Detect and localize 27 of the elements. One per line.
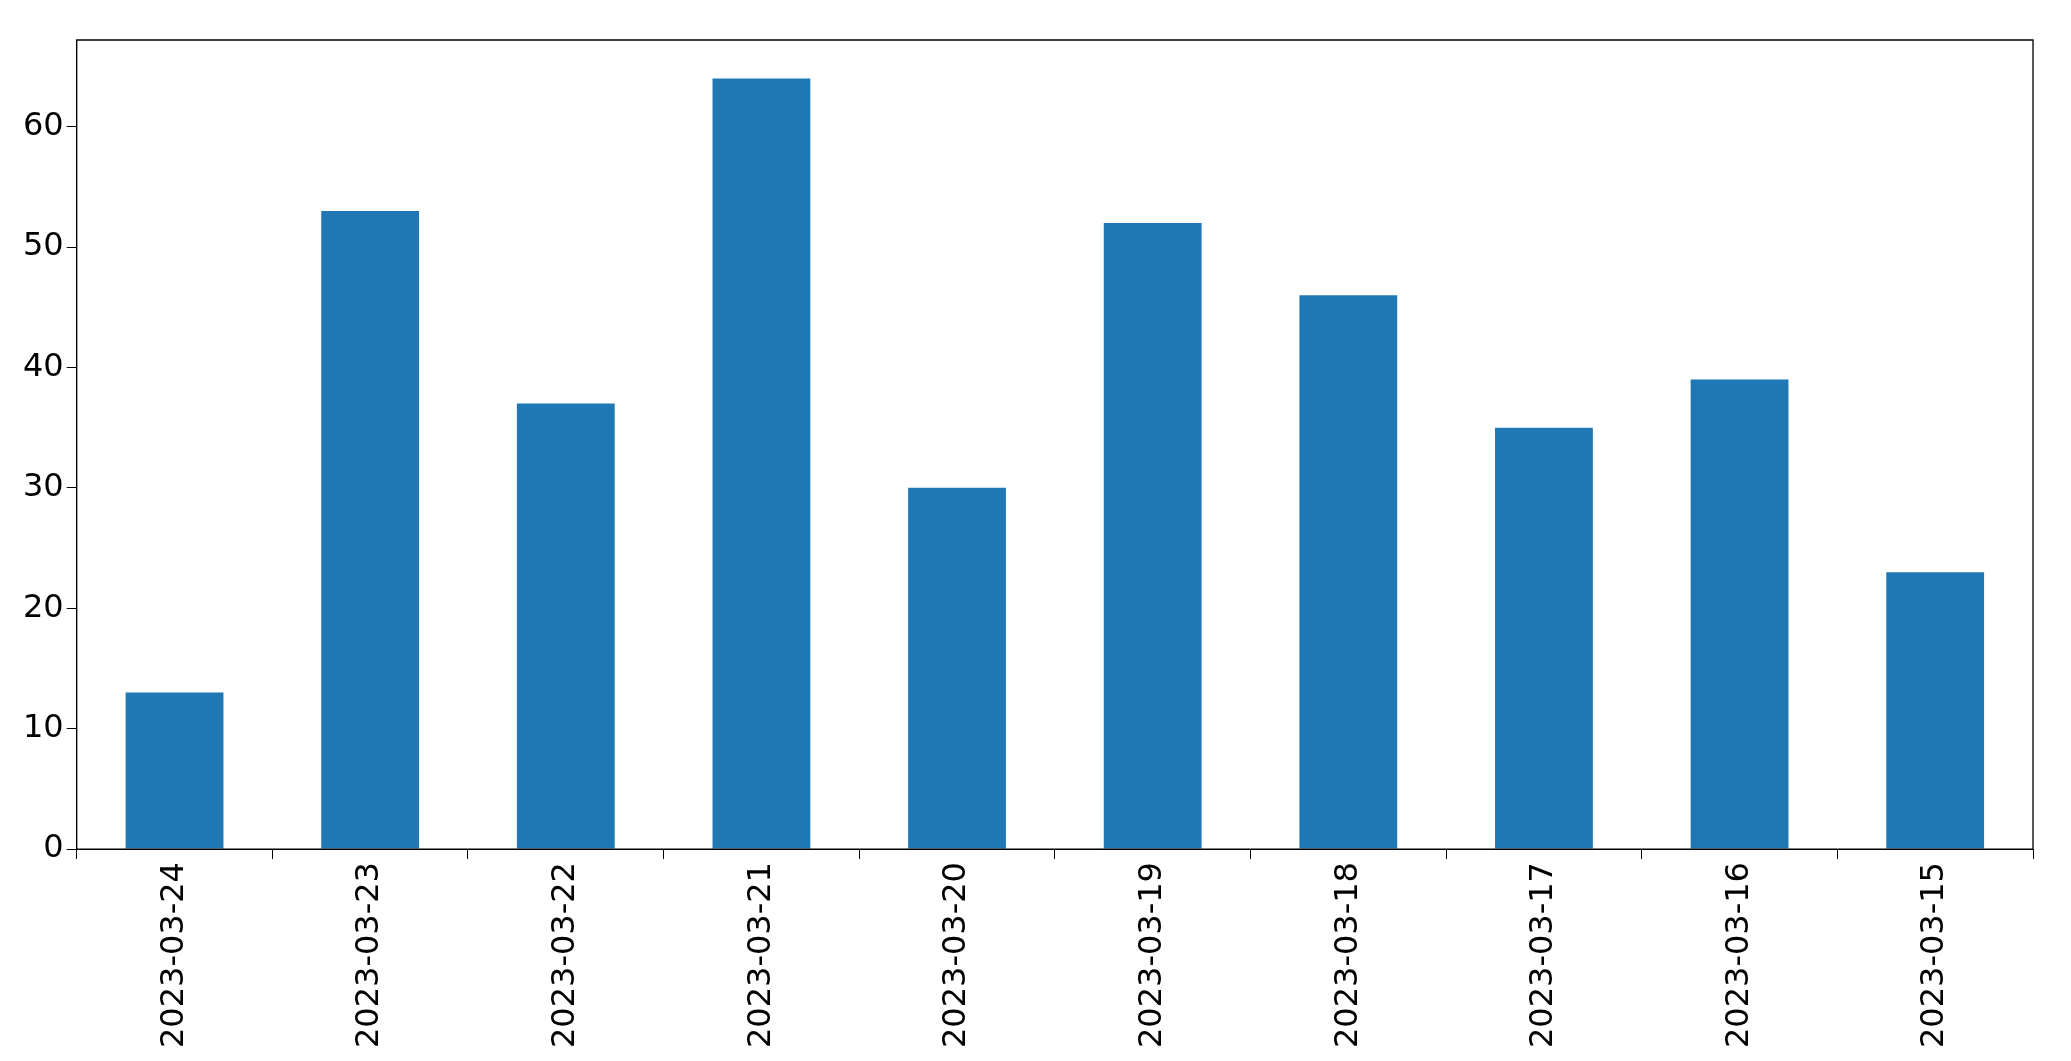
bar — [516, 403, 615, 849]
bar — [1103, 223, 1202, 849]
x-tick-label: 2023-03-17 — [1522, 862, 1561, 1048]
bar — [1886, 572, 1985, 849]
bar — [1299, 295, 1398, 849]
bar — [1495, 427, 1593, 849]
bar — [1690, 379, 1789, 849]
bar — [908, 487, 1006, 849]
x-tick-label: 2023-03-23 — [348, 862, 387, 1048]
y-tick-label: 10 — [23, 706, 64, 745]
x-tick-label: 2023-03-15 — [1913, 862, 1952, 1048]
y-tick-label: 40 — [23, 345, 64, 384]
bar — [712, 78, 811, 849]
x-tick-label: 2023-03-19 — [1130, 862, 1169, 1048]
x-tick-label: 2023-03-24 — [152, 862, 191, 1048]
y-tick-label: 30 — [23, 466, 64, 505]
bar — [321, 210, 420, 849]
y-tick-label: 50 — [23, 225, 64, 264]
y-tick-label: 0 — [43, 827, 64, 866]
x-tick-label: 2023-03-20 — [935, 862, 974, 1048]
y-tick-label: 60 — [23, 104, 64, 143]
x-tick-label: 2023-03-21 — [739, 862, 778, 1048]
x-tick-label: 2023-03-16 — [1717, 862, 1756, 1048]
y-tick-label: 20 — [23, 586, 64, 625]
x-tick-label: 2023-03-22 — [544, 862, 583, 1048]
x-tick-label: 2023-03-18 — [1326, 862, 1365, 1048]
bar — [125, 692, 224, 849]
